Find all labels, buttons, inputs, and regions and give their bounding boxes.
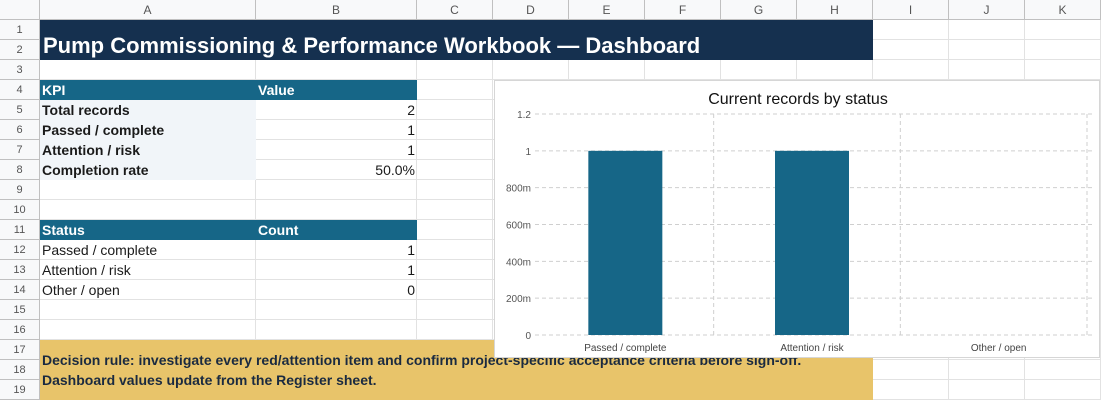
kpi-label-completion[interactable]: Completion rate bbox=[42, 162, 149, 178]
chart-title: Current records by status bbox=[708, 91, 888, 108]
column-header-k[interactable]: K bbox=[1025, 0, 1101, 20]
row-header-15[interactable]: 15 bbox=[0, 300, 40, 320]
row-header-14[interactable]: 14 bbox=[0, 280, 40, 300]
status-count-other[interactable]: 0 bbox=[407, 282, 415, 298]
y-tick-label: 600m bbox=[506, 221, 531, 232]
y-tick-label: 0 bbox=[525, 331, 531, 342]
row-header-1[interactable]: 1 bbox=[0, 20, 40, 40]
status-header-band bbox=[40, 220, 417, 240]
row-header-18[interactable]: 18 bbox=[0, 360, 40, 380]
kpi-label-attention[interactable]: Attention / risk bbox=[42, 142, 141, 158]
chart-canvas: Current records by status 0 200m 400m 600m 80… bbox=[506, 91, 1095, 354]
y-tick-label: 1 bbox=[525, 147, 531, 158]
column-header-j[interactable]: J bbox=[949, 0, 1025, 20]
y-tick-label: 800m bbox=[506, 184, 531, 195]
row-header-17[interactable]: 17 bbox=[0, 340, 40, 360]
y-tick-label: 200m bbox=[506, 294, 531, 305]
row-header-16[interactable]: 16 bbox=[0, 320, 40, 340]
row-header-5[interactable]: 5 bbox=[0, 100, 40, 120]
kpi-value-total[interactable]: 2 bbox=[407, 102, 415, 118]
column-header-f[interactable]: F bbox=[645, 0, 721, 20]
status-count-attention[interactable]: 1 bbox=[407, 262, 415, 278]
status-header-count[interactable]: Count bbox=[258, 222, 299, 238]
dashboard-title[interactable]: Pump Commissioning & Performance Workboo… bbox=[40, 20, 873, 60]
kpi-header-label[interactable]: KPI bbox=[42, 82, 66, 98]
kpi-value-completion[interactable]: 50.0% bbox=[375, 162, 415, 178]
row-header-9[interactable]: 9 bbox=[0, 180, 40, 200]
column-gridline bbox=[255, 20, 256, 400]
select-all-corner[interactable] bbox=[0, 0, 40, 20]
status-count-passed[interactable]: 1 bbox=[407, 242, 415, 258]
kpi-header-value[interactable]: Value bbox=[258, 82, 295, 98]
row-header-3[interactable]: 3 bbox=[0, 60, 40, 80]
status-label-other[interactable]: Other / open bbox=[42, 282, 120, 298]
row-header-6[interactable]: 6 bbox=[0, 120, 40, 140]
column-header-e[interactable]: E bbox=[569, 0, 645, 20]
kpi-label-total[interactable]: Total records bbox=[42, 102, 130, 118]
column-header-c[interactable]: C bbox=[417, 0, 493, 20]
column-gridline bbox=[416, 20, 417, 400]
column-header-i[interactable]: I bbox=[873, 0, 949, 20]
x-tick-label: Other / open bbox=[971, 343, 1027, 354]
row-header-7[interactable]: 7 bbox=[0, 140, 40, 160]
status-header-label[interactable]: Status bbox=[42, 222, 85, 238]
x-tick-label: Passed / complete bbox=[584, 343, 667, 354]
row-header-13[interactable]: 13 bbox=[0, 260, 40, 280]
column-header-b[interactable]: B bbox=[256, 0, 417, 20]
kpi-value-passed[interactable]: 1 bbox=[407, 122, 415, 138]
kpi-value-attention[interactable]: 1 bbox=[407, 142, 415, 158]
status-bar-chart[interactable]: Current records by status 0 200m 400m 600m 80… bbox=[494, 80, 1100, 358]
row-header-4[interactable]: 4 bbox=[0, 80, 40, 100]
row-header-8[interactable]: 8 bbox=[0, 160, 40, 180]
column-header-a[interactable]: A bbox=[40, 0, 256, 20]
bar-attention-risk bbox=[775, 150, 849, 335]
x-tick-label: Attention / risk bbox=[780, 343, 844, 354]
dashboard-update-note[interactable]: Dashboard values update from the Registe… bbox=[42, 372, 377, 388]
y-tick-label: 1.2 bbox=[517, 110, 531, 121]
row-header-12[interactable]: 12 bbox=[0, 240, 40, 260]
kpi-label-passed[interactable]: Passed / complete bbox=[42, 122, 165, 138]
column-header-g[interactable]: G bbox=[721, 0, 797, 20]
row-header-10[interactable]: 10 bbox=[0, 200, 40, 220]
row-header-19[interactable]: 19 bbox=[0, 380, 40, 400]
y-tick-label: 400m bbox=[506, 257, 531, 268]
kpi-label-background bbox=[40, 100, 256, 180]
column-header-d[interactable]: D bbox=[493, 0, 569, 20]
bar-passed-complete bbox=[588, 150, 663, 335]
kpi-header-band bbox=[40, 80, 417, 100]
column-gridline bbox=[492, 20, 493, 400]
row-header-11[interactable]: 11 bbox=[0, 220, 40, 240]
status-label-passed[interactable]: Passed / complete bbox=[42, 242, 158, 258]
status-label-attention[interactable]: Attention / risk bbox=[42, 262, 131, 278]
column-header-h[interactable]: H bbox=[797, 0, 873, 20]
row-header-2[interactable]: 2 bbox=[0, 40, 40, 60]
